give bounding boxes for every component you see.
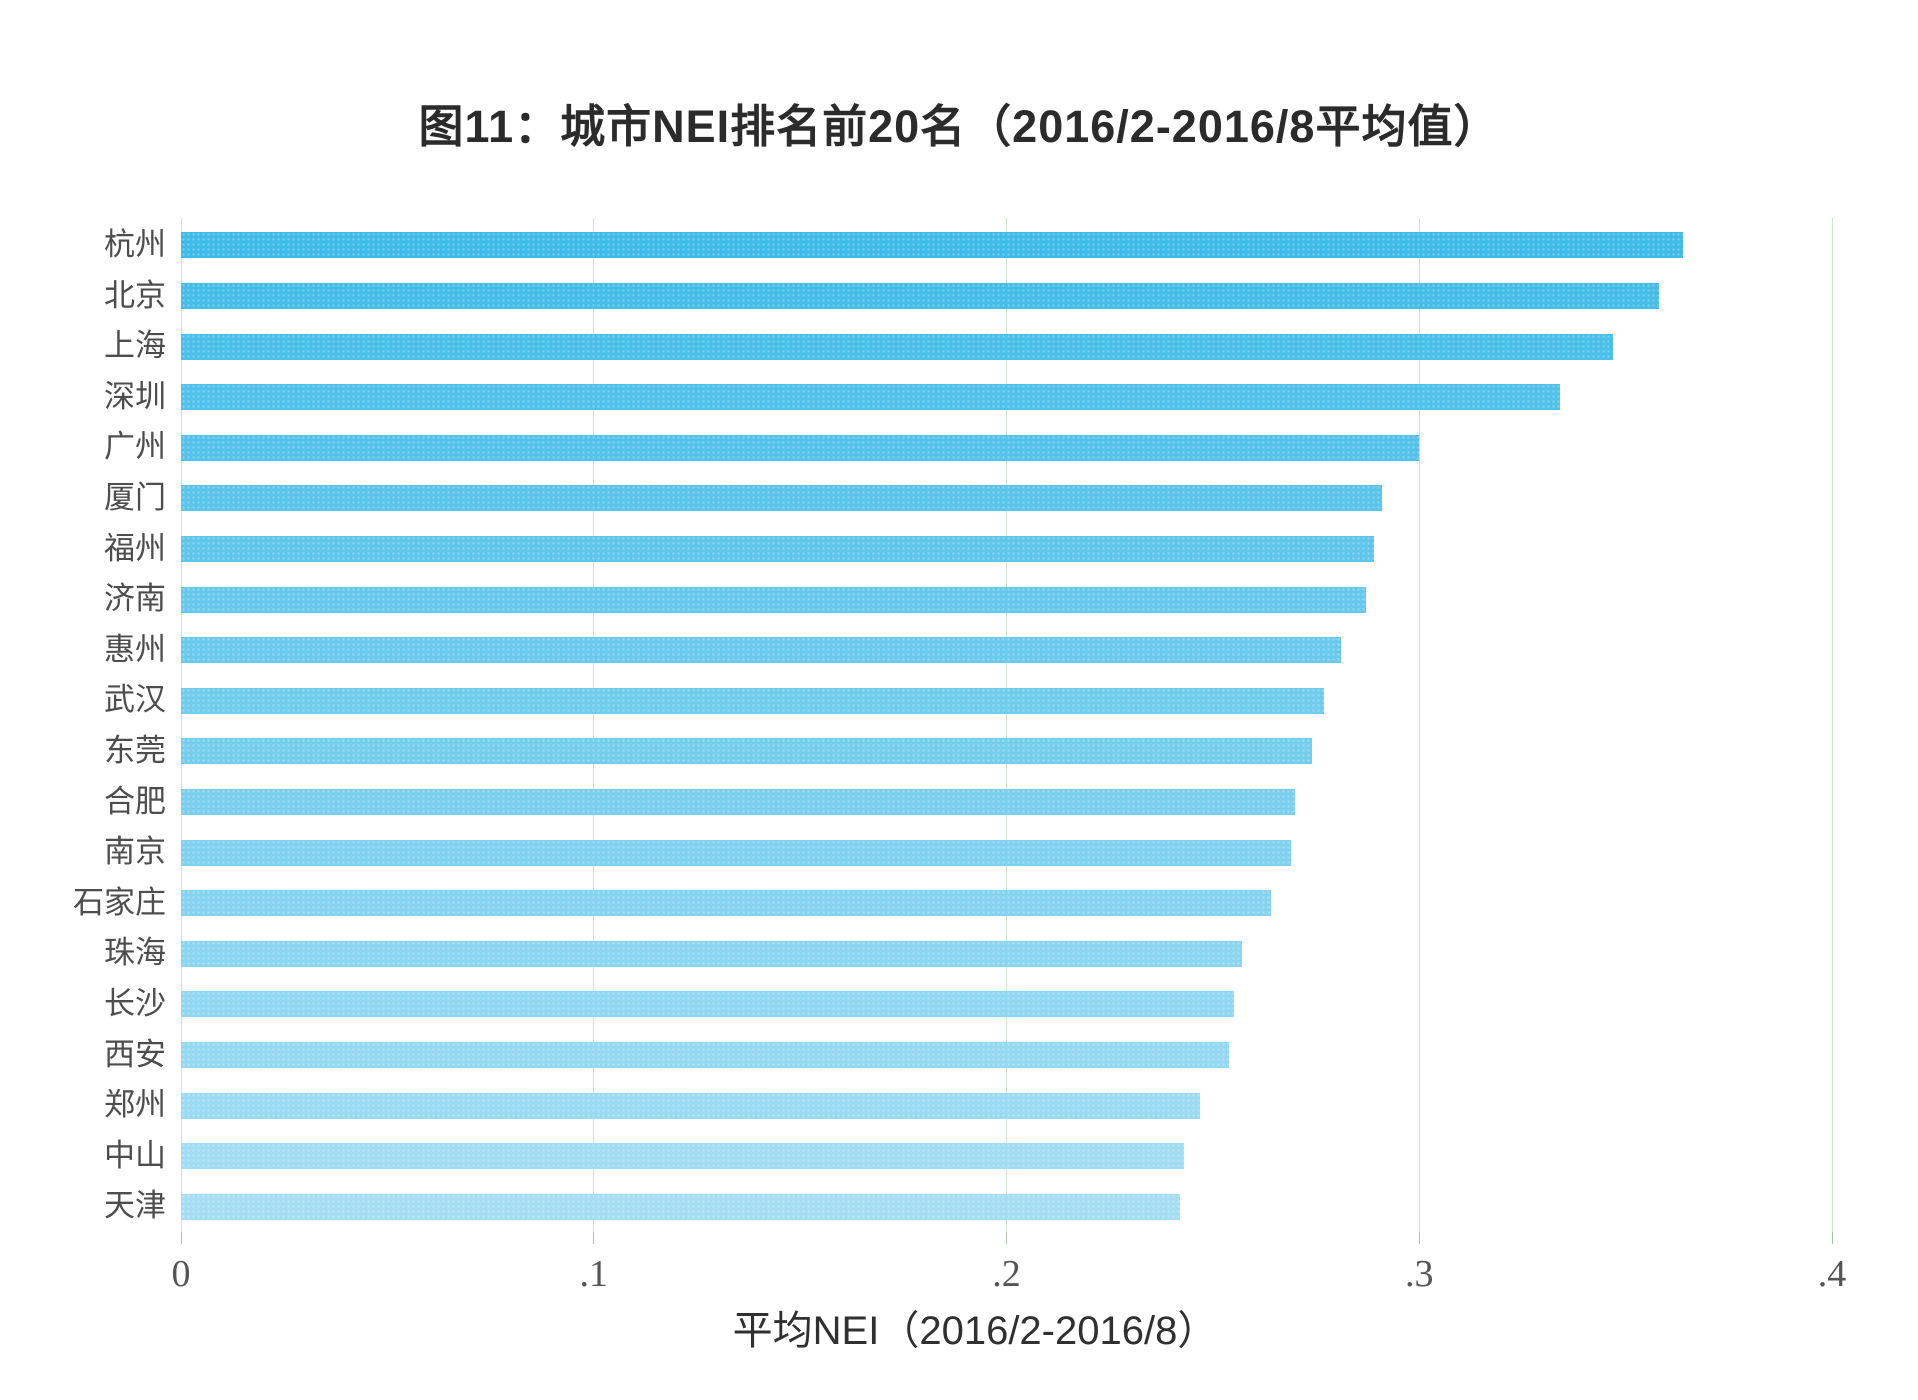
x-tick-label: 0 xyxy=(171,1253,191,1295)
bar xyxy=(181,586,1366,613)
x-axis-label: 平均NEI（2016/2-2016/8） xyxy=(732,1309,1218,1353)
bar xyxy=(181,1193,1180,1220)
category-label: 济南 xyxy=(104,581,166,617)
category-label: 中山 xyxy=(104,1137,166,1173)
bar xyxy=(181,637,1341,664)
x-tick-mark xyxy=(1418,1232,1420,1244)
bar xyxy=(181,940,1242,967)
x-tick-label: .1 xyxy=(579,1253,609,1295)
category-label: 上海 xyxy=(104,328,166,364)
gridline xyxy=(1418,218,1420,1232)
category-label: 石家庄 xyxy=(73,884,166,920)
bar xyxy=(181,535,1374,562)
category-label: 厦门 xyxy=(104,480,166,515)
x-tick-mark xyxy=(1006,1232,1007,1244)
category-label: 武汉 xyxy=(104,682,166,718)
bar xyxy=(181,788,1296,815)
bar xyxy=(181,232,1684,259)
gridline xyxy=(1831,218,1833,1232)
bar xyxy=(181,1143,1184,1170)
x-tick-mark xyxy=(180,1232,182,1244)
x-tick-label: .3 xyxy=(1405,1253,1434,1295)
bar xyxy=(181,991,1234,1018)
category-label: 杭州 xyxy=(104,227,166,262)
category-label: 西安 xyxy=(104,1036,166,1072)
bar xyxy=(181,282,1659,309)
category-label: 深圳 xyxy=(104,378,166,414)
category-label: 惠州 xyxy=(104,631,166,667)
x-tick-label: .4 xyxy=(1817,1253,1847,1295)
bar xyxy=(181,434,1420,461)
category-label: 南京 xyxy=(104,834,166,870)
category-label: 珠海 xyxy=(104,935,166,971)
bar xyxy=(181,890,1271,917)
category-label: 东莞 xyxy=(104,733,166,768)
bar xyxy=(181,738,1312,765)
gridline xyxy=(1006,218,1007,1232)
bar xyxy=(181,384,1560,411)
gridline xyxy=(593,218,595,1232)
bar xyxy=(181,333,1614,360)
category-label: 福州 xyxy=(104,530,166,566)
x-tick-mark xyxy=(1831,1232,1833,1244)
chart-title: 图11：城市NEI排名前20名（2016/2-2016/8平均值） xyxy=(418,101,1500,152)
bar xyxy=(181,1041,1230,1068)
category-label: 郑州 xyxy=(104,1087,166,1123)
x-tick-label: .2 xyxy=(992,1253,1021,1295)
category-label: 广州 xyxy=(104,429,166,465)
x-tick-mark xyxy=(593,1232,595,1244)
category-label: 长沙 xyxy=(104,986,166,1021)
bar xyxy=(181,1092,1201,1119)
category-label: 天津 xyxy=(104,1188,166,1224)
bar xyxy=(181,839,1292,866)
bar xyxy=(181,687,1325,714)
category-label: 合肥 xyxy=(104,783,166,819)
bar xyxy=(181,485,1383,512)
category-label: 北京 xyxy=(104,277,166,313)
gridline xyxy=(180,218,182,1232)
